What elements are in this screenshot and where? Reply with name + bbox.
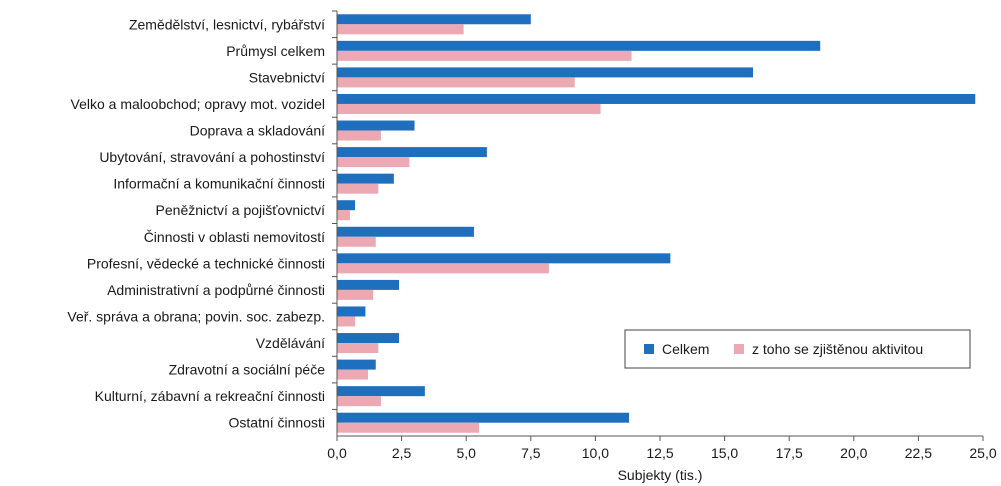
category-label: Zdravotní a sociální péče xyxy=(169,362,326,378)
category-label: Administrativní a podpůrné činnosti xyxy=(107,282,325,298)
bar-aktivita-3 xyxy=(337,103,601,114)
bar-celkem-8 xyxy=(337,226,474,237)
x-tick-label: 2,5 xyxy=(392,445,412,461)
x-ticks: 0,0 2,5 5,0 7,5 10,0 12,5 15,0 17,5 20,0 22,5 25,0 xyxy=(327,436,997,461)
x-tick-label: 25,0 xyxy=(969,445,996,461)
bar-aktivita-2 xyxy=(337,77,575,88)
bar-aktivita-10 xyxy=(337,289,374,300)
x-tick-label: 0,0 xyxy=(327,445,347,461)
category-labels: Zemědělství, lesnictví, rybářství Průmysl… xyxy=(67,10,337,431)
bar-celkem-6 xyxy=(337,173,394,184)
legend-swatch-aktivita xyxy=(734,344,744,354)
bar-aktivita-9 xyxy=(337,263,549,274)
x-tick-label: 7,5 xyxy=(521,445,541,461)
legend-label-celkem: Celkem xyxy=(662,341,709,357)
bar-aktivita-8 xyxy=(337,236,376,247)
x-tick-label: 15,0 xyxy=(711,445,738,461)
category-label: Činnosti v oblasti nemovitostí xyxy=(144,229,325,245)
bar-aktivita-14 xyxy=(337,396,381,407)
category-label: Průmysl celkem xyxy=(226,43,325,59)
bar-celkem-4 xyxy=(337,120,415,131)
x-tick-label: 10,0 xyxy=(582,445,609,461)
bar-celkem-14 xyxy=(337,386,425,397)
bar-celkem-1 xyxy=(337,40,821,51)
category-label: Profesní, vědecké a technické činnosti xyxy=(87,255,325,271)
bar-aktivita-1 xyxy=(337,50,632,61)
category-label: Informační a komunikační činnosti xyxy=(113,176,325,192)
bar-aktivita-0 xyxy=(337,24,464,35)
bar-celkem-10 xyxy=(337,279,400,290)
x-tick-label: 17,5 xyxy=(776,445,803,461)
bar-celkem-12 xyxy=(337,333,400,344)
category-label: Stavebnictví xyxy=(249,69,325,85)
bars-group xyxy=(337,14,976,433)
category-label: Peněžnictví a pojišťovnictví xyxy=(156,202,326,218)
bar-aktivita-12 xyxy=(337,343,379,354)
bar-aktivita-13 xyxy=(337,369,369,380)
category-label: Ubytování, stravování a pohostinství xyxy=(99,149,325,165)
category-label: Vzdělávání xyxy=(256,335,325,351)
x-tick-label: 5,0 xyxy=(456,445,476,461)
bar-celkem-9 xyxy=(337,253,671,264)
bar-aktivita-7 xyxy=(337,210,350,221)
category-label: Doprava a skladování xyxy=(190,123,326,139)
legend-label-aktivita: z toho se zjištěnou aktivitou xyxy=(752,341,923,357)
bar-aktivita-11 xyxy=(337,316,356,327)
x-axis-title: Subjekty (tis.) xyxy=(618,467,703,483)
x-tick-label: 20,0 xyxy=(840,445,867,461)
category-label: Velko a maloobchod; opravy mot. vozidel xyxy=(71,96,325,112)
bar-celkem-3 xyxy=(337,93,976,104)
bar-aktivita-15 xyxy=(337,422,480,433)
x-tick-label: 22,5 xyxy=(905,445,932,461)
bar-aktivita-6 xyxy=(337,183,379,194)
category-label: Ostatní činnosti xyxy=(229,415,326,431)
bar-aktivita-5 xyxy=(337,157,410,168)
bar-celkem-15 xyxy=(337,412,629,423)
category-label: Kulturní, zábavní a rekreační činnosti xyxy=(95,388,325,404)
category-label: Veř. správa a obrana; povin. soc. zabezp… xyxy=(67,308,325,324)
category-label: Zemědělství, lesnictví, rybářství xyxy=(129,16,325,32)
bar-celkem-7 xyxy=(337,200,356,211)
legend: Celkem z toho se zjištěnou aktivitou xyxy=(624,329,971,369)
bar-celkem-5 xyxy=(337,147,487,158)
bar-celkem-0 xyxy=(337,14,531,25)
bar-aktivita-4 xyxy=(337,130,381,141)
legend-box xyxy=(624,329,971,369)
bar-celkem-2 xyxy=(337,67,754,78)
x-tick-label: 12,5 xyxy=(646,445,673,461)
bar-celkem-11 xyxy=(337,306,366,317)
legend-swatch-celkem xyxy=(644,344,654,354)
bar-celkem-13 xyxy=(337,359,376,370)
